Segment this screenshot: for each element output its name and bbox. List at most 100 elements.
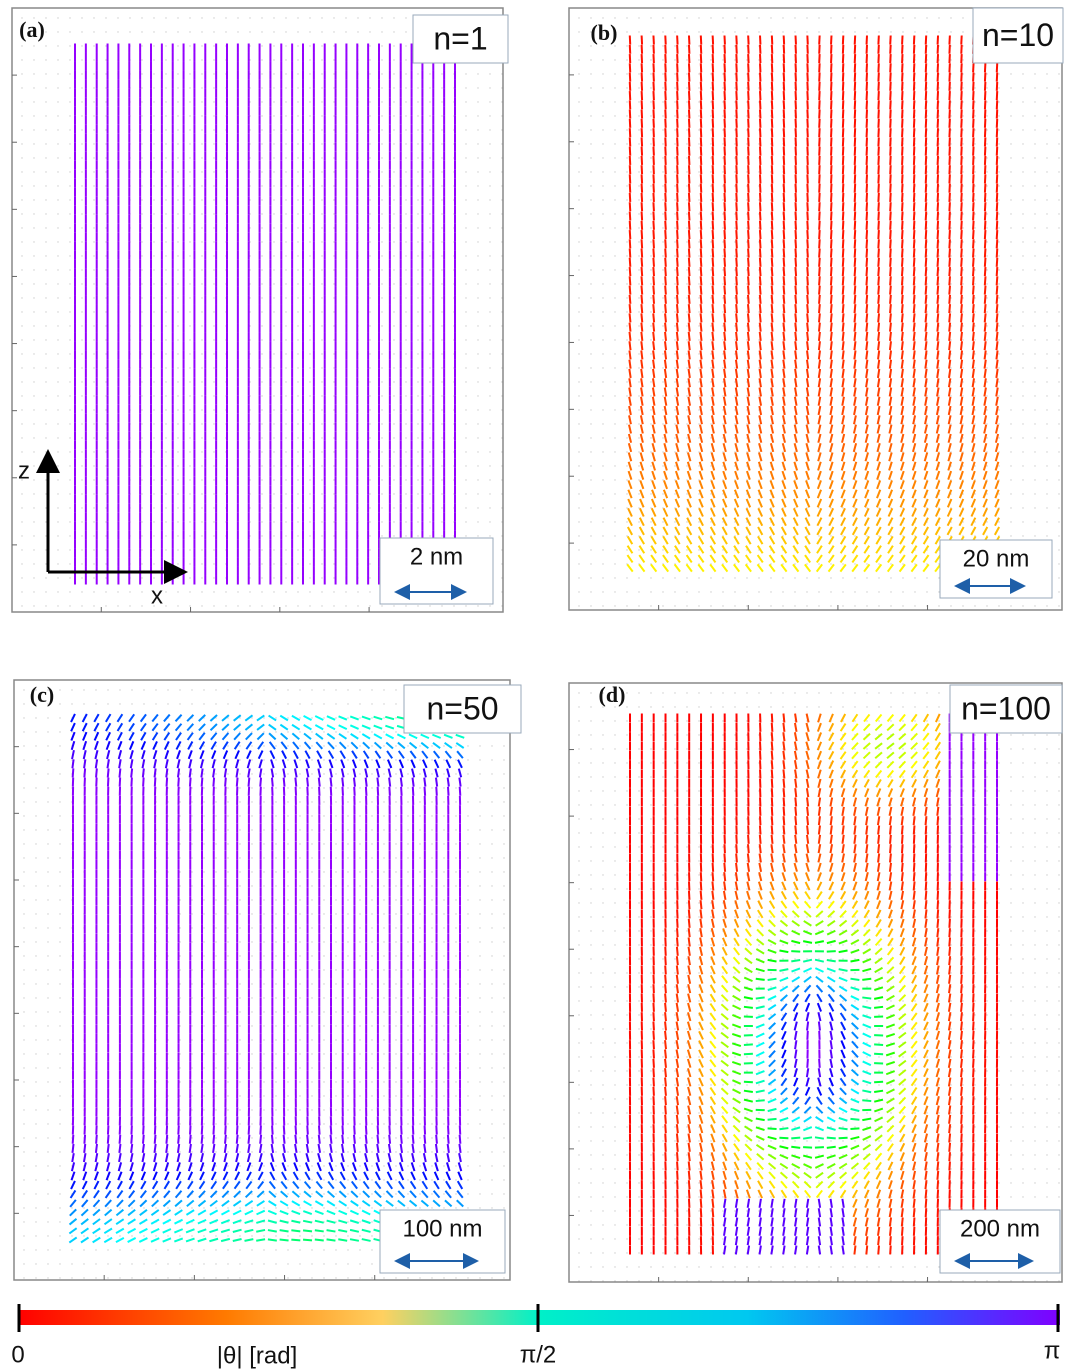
grid-dot bbox=[165, 353, 166, 354]
grid-dot bbox=[465, 423, 466, 424]
grid-dot bbox=[177, 465, 178, 466]
grid-dot bbox=[321, 17, 322, 18]
grid-dot bbox=[614, 605, 615, 606]
grid-dot bbox=[69, 493, 70, 494]
grid-dot bbox=[698, 409, 699, 410]
grid-dot bbox=[33, 283, 34, 284]
grid-dot bbox=[662, 73, 663, 74]
grid-dot bbox=[830, 535, 831, 536]
grid-dot bbox=[626, 507, 627, 508]
grid-dot bbox=[285, 577, 286, 578]
grid-dot bbox=[710, 31, 711, 32]
grid-dot bbox=[309, 451, 310, 452]
grid-dot bbox=[770, 423, 771, 424]
grid-dot bbox=[626, 577, 627, 578]
grid-dot bbox=[153, 563, 154, 564]
grid-dot bbox=[590, 255, 591, 256]
grid-dot bbox=[105, 381, 106, 382]
grid-dot bbox=[81, 577, 82, 578]
grid-dot bbox=[662, 521, 663, 522]
grid-dot bbox=[746, 255, 747, 256]
grid-dot bbox=[177, 157, 178, 158]
grid-dot bbox=[345, 17, 346, 18]
grid-dot bbox=[141, 339, 142, 340]
grid-dot bbox=[141, 171, 142, 172]
grid-dot bbox=[698, 521, 699, 522]
grid-dot bbox=[273, 185, 274, 186]
grid-dot bbox=[477, 311, 478, 312]
grid-dot bbox=[782, 31, 783, 32]
grid-dot bbox=[381, 17, 382, 18]
grid-dot bbox=[650, 423, 651, 424]
grid-dot bbox=[489, 73, 490, 74]
grid-dot bbox=[117, 605, 118, 606]
grid-dot bbox=[333, 129, 334, 130]
grid-dot bbox=[722, 311, 723, 312]
grid-dot bbox=[393, 451, 394, 452]
grid-dot bbox=[417, 297, 418, 298]
grid-dot bbox=[429, 227, 430, 228]
grid-dot bbox=[333, 521, 334, 522]
grid-dot bbox=[177, 269, 178, 270]
grid-dot bbox=[69, 185, 70, 186]
grid-dot bbox=[261, 241, 262, 242]
grid-dot bbox=[578, 297, 579, 298]
grid-dot bbox=[189, 479, 190, 480]
grid-dot bbox=[45, 409, 46, 410]
grid-dot bbox=[578, 521, 579, 522]
grid-dot bbox=[381, 115, 382, 116]
grid-dot bbox=[393, 17, 394, 18]
grid-dot bbox=[602, 563, 603, 564]
grid-dot bbox=[81, 437, 82, 438]
grid-dot bbox=[93, 339, 94, 340]
grid-dot bbox=[686, 577, 687, 578]
grid-dot bbox=[321, 395, 322, 396]
grid-dot bbox=[686, 493, 687, 494]
grid-dot bbox=[21, 339, 22, 340]
grid-dot bbox=[722, 143, 723, 144]
grid-dot bbox=[285, 465, 286, 466]
grid-dot bbox=[261, 577, 262, 578]
grid-dot bbox=[477, 381, 478, 382]
grid-dot bbox=[45, 227, 46, 228]
grid-dot bbox=[21, 353, 22, 354]
grid-dot bbox=[165, 157, 166, 158]
grid-dot bbox=[602, 73, 603, 74]
grid-dot bbox=[381, 283, 382, 284]
grid-dot bbox=[710, 59, 711, 60]
grid-dot bbox=[177, 367, 178, 368]
grid-dot bbox=[405, 507, 406, 508]
grid-dot bbox=[57, 563, 58, 564]
grid-dot bbox=[698, 605, 699, 606]
grid-dot bbox=[177, 493, 178, 494]
grid-dot bbox=[614, 437, 615, 438]
grid-dot bbox=[93, 73, 94, 74]
grid-dot bbox=[321, 353, 322, 354]
grid-dot bbox=[141, 325, 142, 326]
grid-dot bbox=[297, 241, 298, 242]
grid-dot bbox=[734, 171, 735, 172]
grid-dot bbox=[417, 143, 418, 144]
grid-dot bbox=[710, 283, 711, 284]
grid-dot bbox=[45, 255, 46, 256]
grid-dot bbox=[662, 465, 663, 466]
grid-dot bbox=[321, 451, 322, 452]
grid-dot bbox=[273, 143, 274, 144]
grid-dot bbox=[686, 255, 687, 256]
grid-dot bbox=[590, 143, 591, 144]
grid-dot bbox=[638, 381, 639, 382]
grid-dot bbox=[746, 31, 747, 32]
grid-dot bbox=[686, 423, 687, 424]
grid-dot bbox=[698, 185, 699, 186]
grid-dot bbox=[686, 437, 687, 438]
grid-dot bbox=[105, 269, 106, 270]
grid-dot bbox=[429, 325, 430, 326]
grid-dot bbox=[33, 465, 34, 466]
grid-dot bbox=[614, 87, 615, 88]
grid-dot bbox=[602, 171, 603, 172]
grid-dot bbox=[686, 157, 687, 158]
grid-dot bbox=[177, 549, 178, 550]
grid-dot bbox=[21, 115, 22, 116]
grid-dot bbox=[465, 437, 466, 438]
grid-dot bbox=[614, 45, 615, 46]
